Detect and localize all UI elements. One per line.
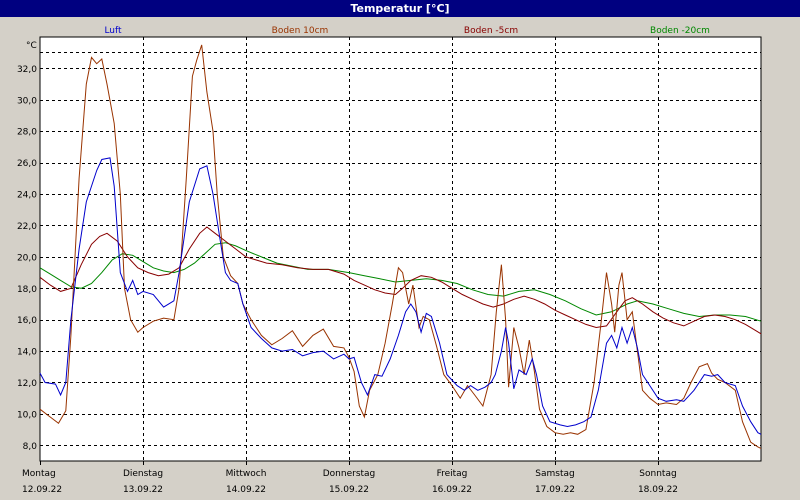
y-tick-label: 20,0	[17, 253, 37, 263]
y-tick-label: 28,0	[17, 128, 37, 138]
x-tick-date: 15.09.22	[329, 485, 369, 495]
y-axis: 32,0 30,0 28,0 26,0 24,0 22,0 20,0 18,0 16,0 14,0…	[17, 65, 37, 452]
x-tick-date: 13.09.22	[123, 485, 163, 495]
y-tick-label: 30,0	[17, 96, 37, 106]
x-tick-day: Donnerstag	[323, 469, 376, 479]
y-tick-label: 32,0	[17, 65, 37, 75]
x-tick-date: 14.09.22	[226, 485, 266, 495]
y-tick-label: 16,0	[17, 316, 37, 326]
y-tick-label: 26,0	[17, 159, 37, 169]
x-axis: Montag 12.09.22 Dienstag 13.09.22 Mittwoch 14…	[22, 461, 678, 495]
x-tick-date: 17.09.22	[535, 485, 575, 495]
series-layer	[39, 44, 762, 449]
legend: Luft Boden 10cm Boden -5cm Boden -20cm	[104, 26, 710, 36]
x-tick-day: Mittwoch	[226, 469, 267, 479]
plot-area	[39, 36, 762, 462]
y-tick-label: 14,0	[17, 348, 37, 358]
x-tick-day: Freitag	[437, 469, 468, 479]
legend-entry: Boden -20cm	[650, 26, 710, 36]
legend-entry: Luft	[104, 26, 122, 36]
x-tick-date: 12.09.22	[22, 485, 62, 495]
x-tick-date: 18.09.22	[638, 485, 678, 495]
series-line	[39, 44, 762, 449]
legend-entry: Boden -5cm	[464, 26, 518, 36]
y-tick-label: 12,0	[17, 379, 37, 389]
series-line	[39, 226, 762, 335]
x-tick-date: 16.09.22	[432, 485, 472, 495]
x-tick-day: Montag	[22, 469, 56, 479]
series-line	[39, 157, 762, 435]
series-line	[39, 242, 762, 322]
y-tick-label: 22,0	[17, 222, 37, 232]
x-tick-day: Sonntag	[639, 469, 676, 479]
y-tick-label: 10,0	[17, 410, 37, 420]
y-unit-label: °C	[26, 41, 37, 51]
x-tick-day: Samstag	[535, 469, 574, 479]
grid	[40, 37, 761, 461]
legend-entry: Boden 10cm	[272, 26, 329, 36]
y-tick-label: 24,0	[17, 191, 37, 201]
window-title: Temperatur [°C]	[0, 0, 800, 17]
x-tick-day: Dienstag	[123, 469, 163, 479]
y-tick-label: 18,0	[17, 285, 37, 295]
y-tick-label: 8,0	[23, 442, 38, 452]
